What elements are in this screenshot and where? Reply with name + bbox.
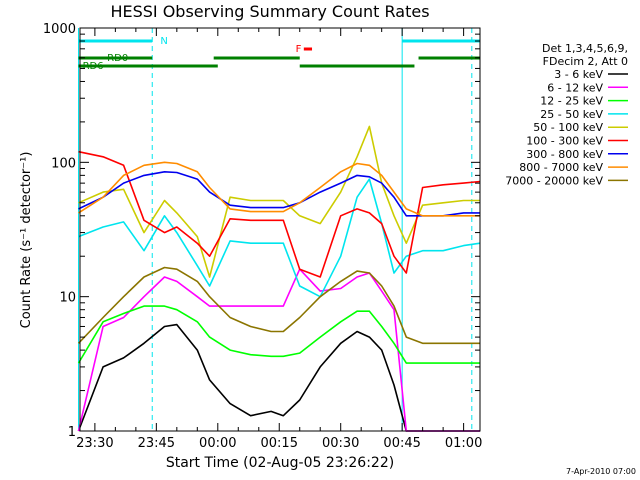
x-tick-label: 23:45 bbox=[138, 436, 175, 451]
legend-entry-label: 3 - 6 keV bbox=[554, 68, 603, 81]
series-line-3 bbox=[77, 305, 480, 364]
x-axis: 23:30 23:45 00:00 00:15 00:30 00:45 01:00 bbox=[76, 28, 482, 451]
y-tick-label: 100 bbox=[51, 156, 76, 171]
legend-header-line-2: FDecim 2, Att 0 bbox=[543, 55, 628, 68]
series-line-9 bbox=[77, 266, 480, 345]
marker-label-f: F bbox=[296, 44, 302, 55]
legend-entry-label: 25 - 50 keV bbox=[540, 108, 603, 121]
y-tick-label: 1000 bbox=[43, 22, 76, 37]
x-axis-label: Start Time (02-Aug-05 23:26:22) bbox=[166, 455, 394, 471]
series-line-8 bbox=[78, 161, 480, 217]
legend-entry-label: 12 - 25 keV bbox=[540, 95, 603, 108]
x-tick-label: 00:15 bbox=[261, 436, 298, 451]
x-tick-label: 00:00 bbox=[199, 436, 236, 451]
legend-entry-label: 300 - 800 keV bbox=[526, 148, 603, 161]
footer-date: 7-Apr-2010 07:00 bbox=[566, 467, 636, 476]
legend-entry-label: 6 - 12 keV bbox=[547, 81, 603, 94]
y-tick-label: 10 bbox=[59, 291, 76, 306]
y-axis-label: Count Rate (s⁻¹ detector⁻¹) bbox=[19, 152, 34, 329]
legend-entry-label: 50 - 100 keV bbox=[533, 121, 603, 134]
chart-title: HESSI Observing Summary Count Rates bbox=[110, 2, 429, 21]
marker-label-rd6: RD6 bbox=[83, 61, 104, 72]
legend-entry-label: 7000 - 20000 keV bbox=[505, 174, 603, 187]
series-line-7 bbox=[78, 171, 480, 217]
series-layer bbox=[77, 125, 481, 432]
series-line-6 bbox=[78, 150, 481, 278]
y-tick-label: 1 bbox=[68, 425, 76, 440]
x-tick-label: 01:00 bbox=[445, 436, 482, 451]
marker-label-rd0: RD0 bbox=[107, 53, 128, 64]
x-tick-label: 23:30 bbox=[76, 436, 113, 451]
marker-label-n: N bbox=[160, 36, 167, 47]
series-line-5 bbox=[78, 125, 480, 278]
plot-frame bbox=[79, 27, 481, 432]
legend-entry-label: 100 - 300 keV bbox=[526, 135, 603, 148]
legend: Det 1,3,4,5,6,9, FDecim 2, Att 0 3 - 6 k… bbox=[505, 42, 628, 187]
x-tick-label: 00:30 bbox=[322, 436, 359, 451]
legend-header-line-1: Det 1,3,4,5,6,9, bbox=[542, 42, 628, 55]
y-axis: 1 10 100 1000 bbox=[43, 22, 480, 440]
x-tick-label: 00:45 bbox=[383, 436, 420, 451]
legend-entry-label: 800 - 7000 keV bbox=[519, 161, 603, 174]
